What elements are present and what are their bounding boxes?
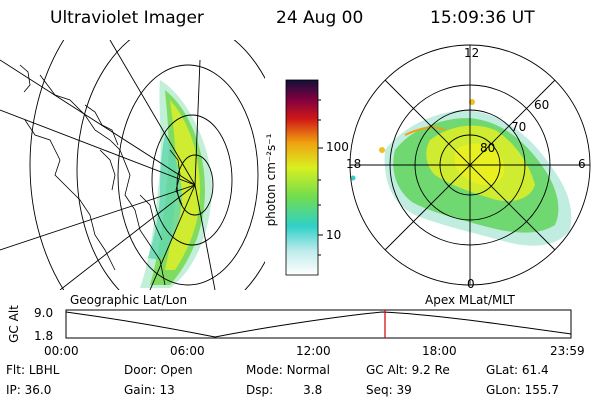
mlt-label-6: 6 bbox=[578, 157, 586, 171]
glat-label: GLat: bbox=[486, 363, 519, 377]
dsp-value: 3.8 bbox=[303, 383, 323, 397]
lat-label-60: 60 bbox=[534, 98, 550, 112]
ip-label: IP: bbox=[6, 383, 21, 397]
dsp-label: Dsp: bbox=[246, 383, 274, 397]
ip-info: IP: 36.0 bbox=[6, 383, 51, 397]
gcalt-value: 9.2 Re bbox=[411, 363, 450, 377]
coastlines bbox=[19, 64, 183, 286]
right-panel-caption: Apex MLat/MLT bbox=[425, 293, 515, 307]
seq-value: 39 bbox=[396, 383, 412, 397]
timeline-x-tick: 23:59 bbox=[550, 344, 585, 358]
colorbar-tick: 10 bbox=[326, 228, 342, 242]
ip-value: 36.0 bbox=[24, 383, 52, 397]
mode-value: Normal bbox=[286, 363, 330, 377]
timeline-axis-label: GC Alt bbox=[7, 305, 21, 343]
door-info: Door: Open bbox=[124, 363, 193, 377]
glon-info: GLon: 155.7 bbox=[486, 383, 559, 397]
geographic-map bbox=[0, 40, 265, 290]
instrument-title: Ultraviolet Imager bbox=[50, 8, 204, 28]
mode-info: Mode: Normal bbox=[246, 363, 330, 377]
polar-grid bbox=[349, 44, 591, 286]
time-label: 15:09:36 UT bbox=[430, 8, 535, 28]
timeline-plot bbox=[65, 309, 572, 339]
gain-label: Gain: bbox=[124, 383, 156, 397]
glat-info: GLat: 61.4 bbox=[486, 363, 549, 377]
glon-label: GLon: bbox=[486, 383, 521, 397]
timeline-y-tick: 1.8 bbox=[34, 329, 54, 343]
colorbar bbox=[285, 79, 323, 276]
flt-label: Flt: bbox=[6, 363, 25, 377]
date-label: 24 Aug 00 bbox=[276, 8, 364, 28]
gcalt-info: GC Alt: 9.2 Re bbox=[366, 363, 450, 377]
timeline-x-tick: 00:00 bbox=[44, 344, 79, 358]
timeline-x-tick: 12:00 bbox=[296, 344, 331, 358]
gain-info: Gain: 13 bbox=[124, 383, 175, 397]
seq-label: Seq: bbox=[366, 383, 393, 397]
left-aurora bbox=[140, 80, 212, 288]
timeline-x-tick: 06:00 bbox=[170, 344, 205, 358]
lat-lon-grid bbox=[0, 40, 265, 290]
polar-plot bbox=[349, 44, 591, 286]
mlt-label-12: 12 bbox=[464, 46, 480, 60]
flt-value: LBHL bbox=[28, 363, 60, 377]
glat-value: 61.4 bbox=[521, 363, 549, 377]
gcalt-label: GC Alt: bbox=[366, 363, 408, 377]
mlt-label-0: 0 bbox=[467, 277, 475, 291]
timeline-y-tick: 9.0 bbox=[34, 306, 54, 320]
dsp-info: Dsp: 3.8 bbox=[246, 383, 322, 397]
timeline-x-tick: 18:00 bbox=[422, 344, 457, 358]
colorbar-unit-label: photon cm⁻²s⁻¹ bbox=[264, 133, 278, 227]
left-panel-caption: Geographic Lat/Lon bbox=[70, 293, 188, 307]
lat-label-80: 80 bbox=[480, 141, 496, 155]
polar-aurora bbox=[350, 99, 572, 246]
colorbar-tick: 100 bbox=[326, 140, 349, 154]
lat-label-70: 70 bbox=[511, 120, 527, 134]
flt-info: Flt: LBHL bbox=[6, 363, 59, 377]
glon-value: 155.7 bbox=[524, 383, 559, 397]
seq-info: Seq: 39 bbox=[366, 383, 412, 397]
mode-label: Mode: bbox=[246, 363, 283, 377]
door-value: Open bbox=[160, 363, 193, 377]
door-label: Door: bbox=[124, 363, 157, 377]
gain-value: 13 bbox=[159, 383, 175, 397]
mlt-label-18: 18 bbox=[346, 157, 362, 171]
